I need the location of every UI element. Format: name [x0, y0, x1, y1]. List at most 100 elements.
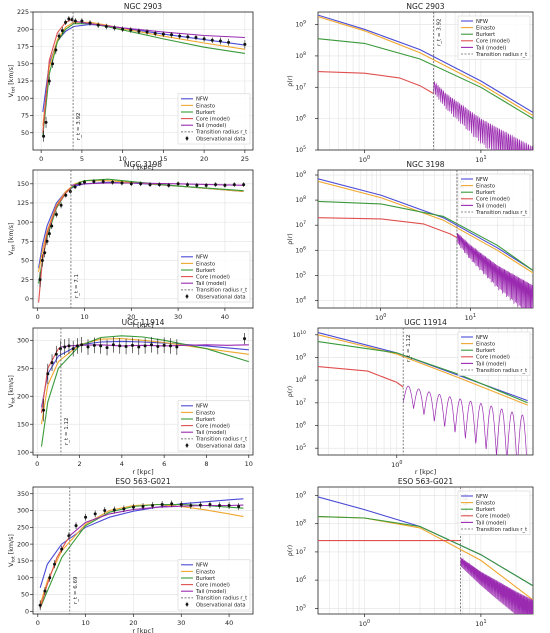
legend-label-obs: Observational data — [196, 136, 246, 142]
plot-frame — [32, 327, 254, 456]
observations — [42, 333, 247, 422]
series-einasto — [318, 16, 533, 116]
y-tick-label: 109 — [295, 490, 306, 499]
x-axis-label: r [kpc] — [132, 163, 153, 171]
x-tick-label: 100 — [391, 460, 402, 469]
obs-point — [104, 24, 108, 28]
obs-point — [40, 258, 44, 262]
x-tick-label: 101 — [475, 619, 486, 628]
chart-title: NGC 2903 — [406, 2, 444, 11]
obs-point — [170, 33, 174, 37]
legend-label-transition: Transition radius r_t — [195, 596, 247, 602]
legend-label-burkert: Burkert — [196, 268, 215, 274]
obs-point — [92, 343, 96, 347]
y-tick-label: 0 — [25, 609, 29, 616]
y-tick-label: 105 — [295, 443, 306, 452]
legend-box — [457, 15, 531, 60]
series-burkert — [318, 341, 528, 404]
chart-title: UGC 11914 — [122, 318, 165, 327]
legend-label-burkert: Burkert — [196, 417, 215, 423]
chart-title: NGC 2903 — [124, 2, 162, 11]
series-burkert — [318, 200, 533, 271]
y-tick-label: 109 — [295, 352, 306, 361]
plot-content — [42, 16, 247, 142]
obs-point — [67, 344, 71, 348]
y-tick-label: 108 — [295, 375, 306, 384]
legend-label-nfw: NFW — [476, 177, 488, 183]
legend-label-tail: Tail (model) — [475, 361, 506, 367]
obs-point — [75, 344, 79, 348]
y-tick-label: 106 — [295, 114, 306, 123]
x-tick-label: 0 — [36, 619, 40, 627]
y-tick-label: 200 — [17, 393, 29, 400]
y-axis-label: ρ(r) — [287, 386, 294, 398]
legend-label-transition: Transition radius r_t — [195, 130, 247, 136]
x-tick-label: 100 — [359, 155, 370, 164]
legend-label-nfw: NFW — [476, 494, 488, 500]
series-burkert — [318, 38, 533, 120]
series-tail — [456, 232, 533, 308]
y-tick-label: 100 — [17, 449, 29, 456]
series-burkert — [40, 335, 249, 447]
y-tick-label: 108 — [295, 51, 306, 60]
obs-point — [54, 212, 58, 216]
x-tick-label: 6 — [162, 460, 166, 468]
y-axis-label: Vtot [km/s] — [8, 375, 17, 408]
obs-point — [46, 372, 50, 376]
obs-point — [63, 345, 67, 349]
legend-label-nfw: NFW — [476, 19, 488, 25]
obs-point — [93, 512, 97, 516]
series-core — [318, 217, 458, 239]
obs-point — [157, 183, 161, 187]
legend-label-obs: Observational data — [196, 443, 246, 449]
obs-point — [194, 36, 198, 40]
legend-label-einasto: Einasto — [476, 184, 495, 190]
legend-box — [457, 173, 531, 218]
legend-label-core: Core (model) — [476, 355, 510, 361]
obs-point — [162, 343, 166, 347]
y-axis-label: Vtot [km/s] — [8, 65, 17, 98]
obs-point — [122, 507, 126, 511]
x-tick-label: 0 — [35, 460, 39, 468]
obs-point — [51, 62, 55, 66]
obs-point — [96, 23, 100, 27]
legend-label-einasto: Einasto — [196, 410, 215, 416]
y-tick-label: 106 — [295, 575, 306, 584]
x-tick-label: 20 — [200, 155, 208, 163]
y-tick-label: 108 — [295, 519, 306, 528]
y-tick-label: 109 — [295, 170, 306, 179]
obs-point — [141, 504, 145, 508]
transition-label: r_t = 6.69 — [73, 576, 79, 604]
legend-marker-obs-point — [185, 295, 189, 298]
legend-label-nfw: NFW — [196, 255, 208, 261]
transition-label: r_t = 1.12 — [64, 417, 70, 445]
obs-point — [130, 343, 134, 347]
plot-content — [318, 496, 533, 614]
legend-label-burkert: Burkert — [476, 348, 495, 354]
y-tick-label: 125 — [17, 78, 29, 85]
obs-point — [47, 79, 51, 83]
obs-point — [167, 183, 171, 187]
y-tick-label: 150 — [17, 421, 29, 428]
y-tick-label: 300 — [17, 338, 29, 345]
obs-point — [53, 562, 57, 566]
x-tick-label: 2 — [77, 460, 81, 468]
chart-title: NGC 3198 — [406, 160, 444, 169]
y-tick-label: 107 — [295, 547, 306, 556]
x-tick-label: 10 — [81, 619, 89, 627]
obs-point — [44, 120, 48, 124]
obs-point — [170, 502, 174, 506]
legend-label-einasto: Einasto — [476, 501, 495, 507]
y-tick-label: 50 — [21, 130, 29, 137]
obs-point — [60, 29, 64, 33]
obs-point — [86, 345, 90, 349]
obs-point — [198, 503, 202, 507]
transition-label: r_t = 3.92 — [76, 112, 82, 140]
obs-point — [175, 345, 179, 349]
x-tick-label: 8 — [204, 460, 208, 468]
